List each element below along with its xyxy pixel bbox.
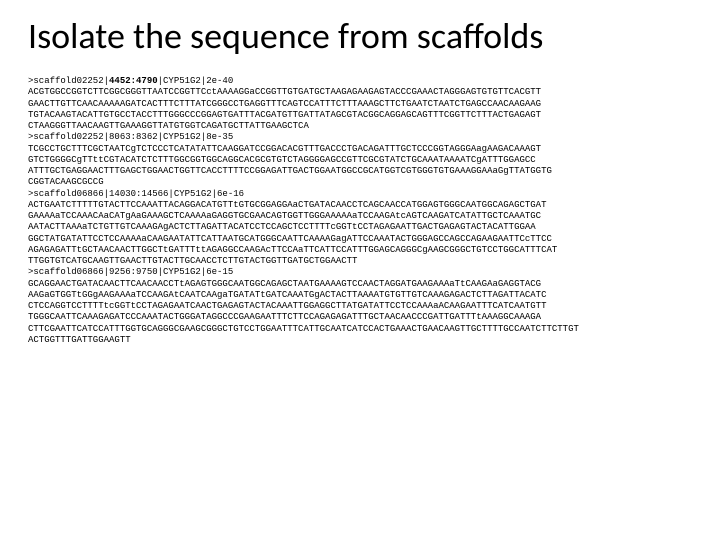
fasta-header: >scaffold02252|8063:8362|CYP51G2|8e-35 [28,132,692,143]
fasta-sequence: ACGTGGCCGGTCTTCGGCGGGTTAATCCGGTTCctAAAAG… [28,87,692,132]
header-suffix: |CYP51G2|2e-40 [158,76,234,86]
header-prefix: >scaffold02252| [28,76,109,86]
page-title: Isolate the sequence from scaffolds [28,14,692,58]
header-prefix: >scaffold02252|8063:8362|CYP51G2|8e-35 [28,132,233,142]
fasta-header: >scaffold06866|9256:9750|CYP51G2|6e-15 [28,267,692,278]
fasta-header: >scaffold06866|14030:14566|CYP51G2|6e-16 [28,189,692,200]
fasta-sequence: ACTGAATCTTTTTGTACTTCCAAATTACAGGACATGTTtG… [28,200,692,268]
fasta-sequence: TCGCCTGCTTTCGCTAATCgTCTCCCTCATATATTCAAGG… [28,144,692,189]
fasta-sequence: GCAGGAACTGATACAACTTCAACAACCTtAGAGTGGGCAA… [28,279,692,347]
header-range-bold: 4452:4790 [109,76,158,86]
sequence-container: >scaffold02252|4452:4790|CYP51G2|2e-40AC… [28,76,692,346]
header-prefix: >scaffold06866|14030:14566|CYP51G2|6e-16 [28,189,244,199]
header-prefix: >scaffold06866|9256:9750|CYP51G2|6e-15 [28,267,233,277]
fasta-header: >scaffold02252|4452:4790|CYP51G2|2e-40 [28,76,692,87]
